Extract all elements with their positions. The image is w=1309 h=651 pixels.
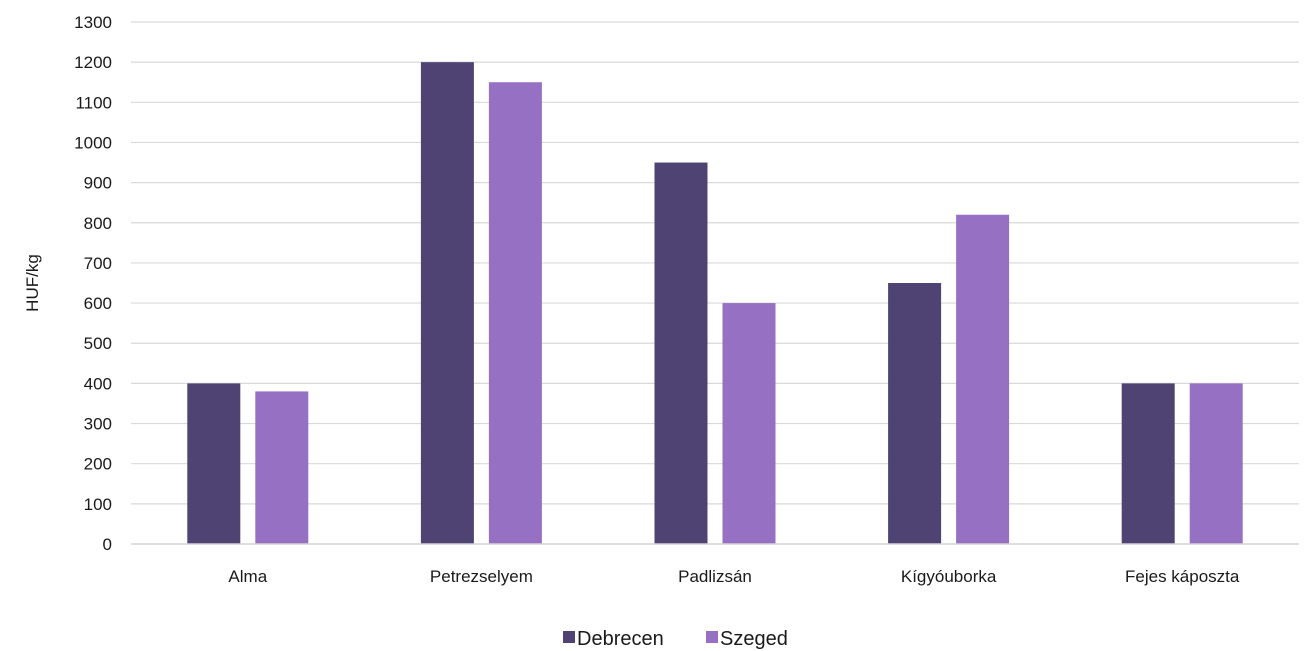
bar-debrecen-0: [187, 383, 241, 544]
y-tick-label: 800: [84, 214, 112, 233]
y-tick-label: 900: [84, 174, 112, 193]
bar-szeged-4: [1189, 383, 1243, 544]
bar-debrecen-1: [420, 62, 474, 545]
y-tick-label: 100: [84, 495, 112, 514]
bar-debrecen-4: [1121, 383, 1175, 544]
bar-szeged-0: [255, 391, 309, 544]
y-tick-label: 400: [84, 374, 112, 393]
y-tick-label: 1100: [75, 93, 112, 112]
legend-swatch-debrecen: [563, 631, 575, 643]
y-tick-label: 1200: [74, 53, 112, 72]
gridlines: [131, 21, 1299, 505]
y-tick-label: 500: [84, 334, 112, 353]
bar-szeged-3: [956, 214, 1010, 544]
x-tick-label: Fejes káposzta: [1125, 567, 1240, 586]
y-tick-label: 700: [84, 254, 112, 273]
x-tick-label: Padlizsán: [678, 567, 752, 586]
y-tick-label: 300: [84, 415, 112, 434]
x-tick-label: Petrezselyem: [430, 567, 533, 586]
bar-szeged-2: [722, 303, 776, 544]
bar-debrecen-3: [888, 283, 942, 544]
x-tick-label: Kígyóuborka: [901, 567, 997, 586]
y-tick-label: 1300: [74, 13, 112, 32]
y-tick-label: 0: [103, 535, 112, 554]
bar-szeged-1: [488, 82, 542, 544]
legend-swatch-szeged: [706, 631, 718, 643]
x-tick-label: Alma: [228, 567, 267, 586]
legend-label-debrecen: Debrecen: [577, 628, 664, 650]
y-tick-label: 1000: [74, 133, 112, 152]
bar-debrecen-2: [654, 162, 708, 545]
bars: [187, 62, 1243, 545]
x-axis-ticks: Alma Petrezselyem Padlizsán Kígyóuborka Feje…: [228, 567, 1239, 586]
legend-label-szeged: Szeged: [720, 628, 788, 650]
y-axis-ticks: 0 100 200 300 400 500 600 700 800 900 1000 1100 1200…: [74, 13, 112, 554]
legend: Debrecen Szeged: [563, 628, 788, 650]
y-axis-title: HUF/kg: [23, 254, 42, 312]
y-tick-label: 600: [84, 294, 112, 313]
y-tick-label: 200: [84, 455, 112, 474]
